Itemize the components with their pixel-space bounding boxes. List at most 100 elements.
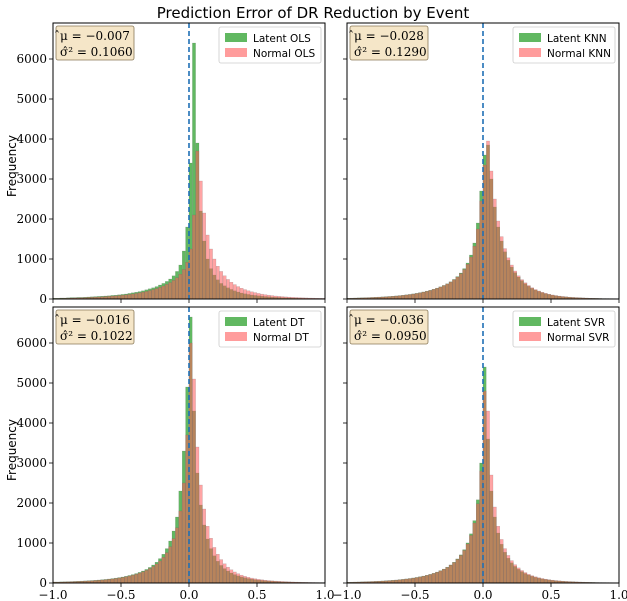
bar-normal: [171, 280, 176, 299]
bar-normal: [465, 543, 470, 583]
bar-normal: [496, 220, 501, 299]
bar-normal: [73, 297, 77, 299]
bar-normal: [455, 276, 460, 299]
y-tick-label: 4000: [16, 416, 47, 430]
bar-normal: [134, 293, 139, 299]
bar-latent: [192, 42, 196, 299]
bar-normal: [270, 580, 275, 583]
bar-normal: [103, 579, 108, 583]
panel-svr: −1.0 −0.5 0.0 0.5 1.0̂μ = −0.036 σ̂² = 0.0950…: [332, 306, 627, 601]
bar-normal: [178, 510, 183, 583]
bar-normal: [175, 277, 179, 299]
bar-normal: [253, 292, 258, 299]
bar-normal: [209, 248, 213, 299]
bar-normal: [431, 289, 436, 299]
y-tick-label: 6000: [16, 336, 47, 350]
bar-normal: [198, 484, 203, 583]
bar-normal: [414, 577, 419, 583]
bar-normal: [421, 291, 426, 299]
bar-normal: [391, 580, 395, 583]
bar-normal: [391, 296, 395, 299]
bar-normal: [530, 287, 534, 299]
bar-normal: [151, 566, 156, 583]
x-tick-label: 0.0: [179, 588, 198, 601]
bar-normal: [540, 292, 545, 299]
bar-normal: [374, 581, 378, 583]
legend: Latent DT Normal DT: [218, 310, 322, 348]
bar-normal: [550, 294, 555, 299]
bar-normal: [222, 563, 227, 583]
bar-normal: [161, 557, 166, 583]
stats-box: ̂μ = −0.028 σ̂² = 0.1290: [349, 25, 429, 61]
bar-normal: [442, 569, 446, 583]
bar-normal: [418, 292, 422, 299]
bar-normal: [513, 270, 517, 299]
stats-box: ̂μ = −0.007 σ̂² = 0.1060: [55, 25, 135, 61]
bar-normal: [459, 273, 463, 299]
bar-normal: [277, 296, 281, 299]
y-tick-label: 5000: [16, 376, 47, 390]
bar-normal: [137, 572, 142, 583]
bar-normal: [516, 567, 521, 583]
bar-normal: [530, 575, 534, 583]
bar-normal: [147, 568, 152, 583]
y-tick-label: 3000: [16, 456, 47, 470]
x-tick-label: −1.0: [332, 588, 361, 601]
bar-normal: [164, 284, 169, 299]
y-tick-label: 0: [39, 576, 47, 590]
y-tick-label: 0: [39, 292, 47, 306]
x-tick-label: −1.0: [38, 588, 67, 601]
bar-normal: [297, 297, 302, 299]
stat-variance: σ̂² = 0.1022: [60, 329, 133, 343]
bar-normal: [421, 576, 426, 583]
legend-swatch: [519, 317, 541, 326]
bar-normal: [219, 559, 224, 583]
bar-normal: [506, 555, 511, 583]
bar-normal: [533, 576, 538, 583]
bar-normal: [263, 294, 268, 299]
bar-normal: [202, 212, 207, 299]
bar-normal: [476, 503, 480, 583]
bar-normal: [304, 297, 309, 299]
bar-normal: [158, 560, 162, 583]
bar-normal: [76, 581, 81, 583]
bar-normal: [164, 552, 169, 583]
bar-normal: [127, 575, 132, 583]
bar-normal: [113, 578, 118, 583]
bar-normal: [110, 578, 115, 583]
bar-normal: [387, 580, 392, 583]
legend-label: Normal OLS: [253, 48, 315, 60]
bar-normal: [147, 290, 152, 299]
bar-normal: [249, 577, 254, 583]
bar-normal: [469, 535, 473, 583]
bar-normal: [198, 180, 203, 299]
bar-normal: [107, 579, 111, 583]
x-tick-label: 1.0: [609, 588, 627, 601]
bar-normal: [459, 555, 463, 583]
legend-swatch: [519, 332, 541, 341]
bar-normal: [363, 297, 368, 299]
bar-normal: [510, 560, 514, 583]
bar-normal: [127, 294, 132, 299]
bar-normal: [110, 295, 115, 299]
bar-normal: [448, 564, 453, 583]
bar-normal: [229, 282, 234, 299]
bar-normal: [506, 257, 511, 299]
x-tick-label: 1.0: [315, 588, 334, 601]
stat-mean: ̂μ = −0.016: [55, 313, 130, 327]
bar-normal: [154, 563, 159, 583]
figure-title: Prediction Error of DR Reduction by Even…: [157, 4, 470, 22]
stat-variance: σ̂² = 0.0950: [354, 329, 427, 343]
x-tick-label: 0.0: [473, 588, 492, 601]
stat-mean: ̂μ = −0.007: [55, 29, 130, 43]
bar-normal: [130, 574, 135, 583]
panel-dt: 0 1000 2000 3000 4000 5000 6000 −1.0 −0.5 0.0 0.5 1…: [16, 306, 335, 601]
bar-normal: [178, 274, 183, 299]
bar-normal: [120, 577, 125, 583]
bar-normal: [243, 576, 247, 583]
bar-normal: [260, 293, 264, 299]
bar-normal: [493, 198, 497, 299]
bar-normal: [96, 296, 101, 299]
bar-normal: [428, 574, 433, 583]
